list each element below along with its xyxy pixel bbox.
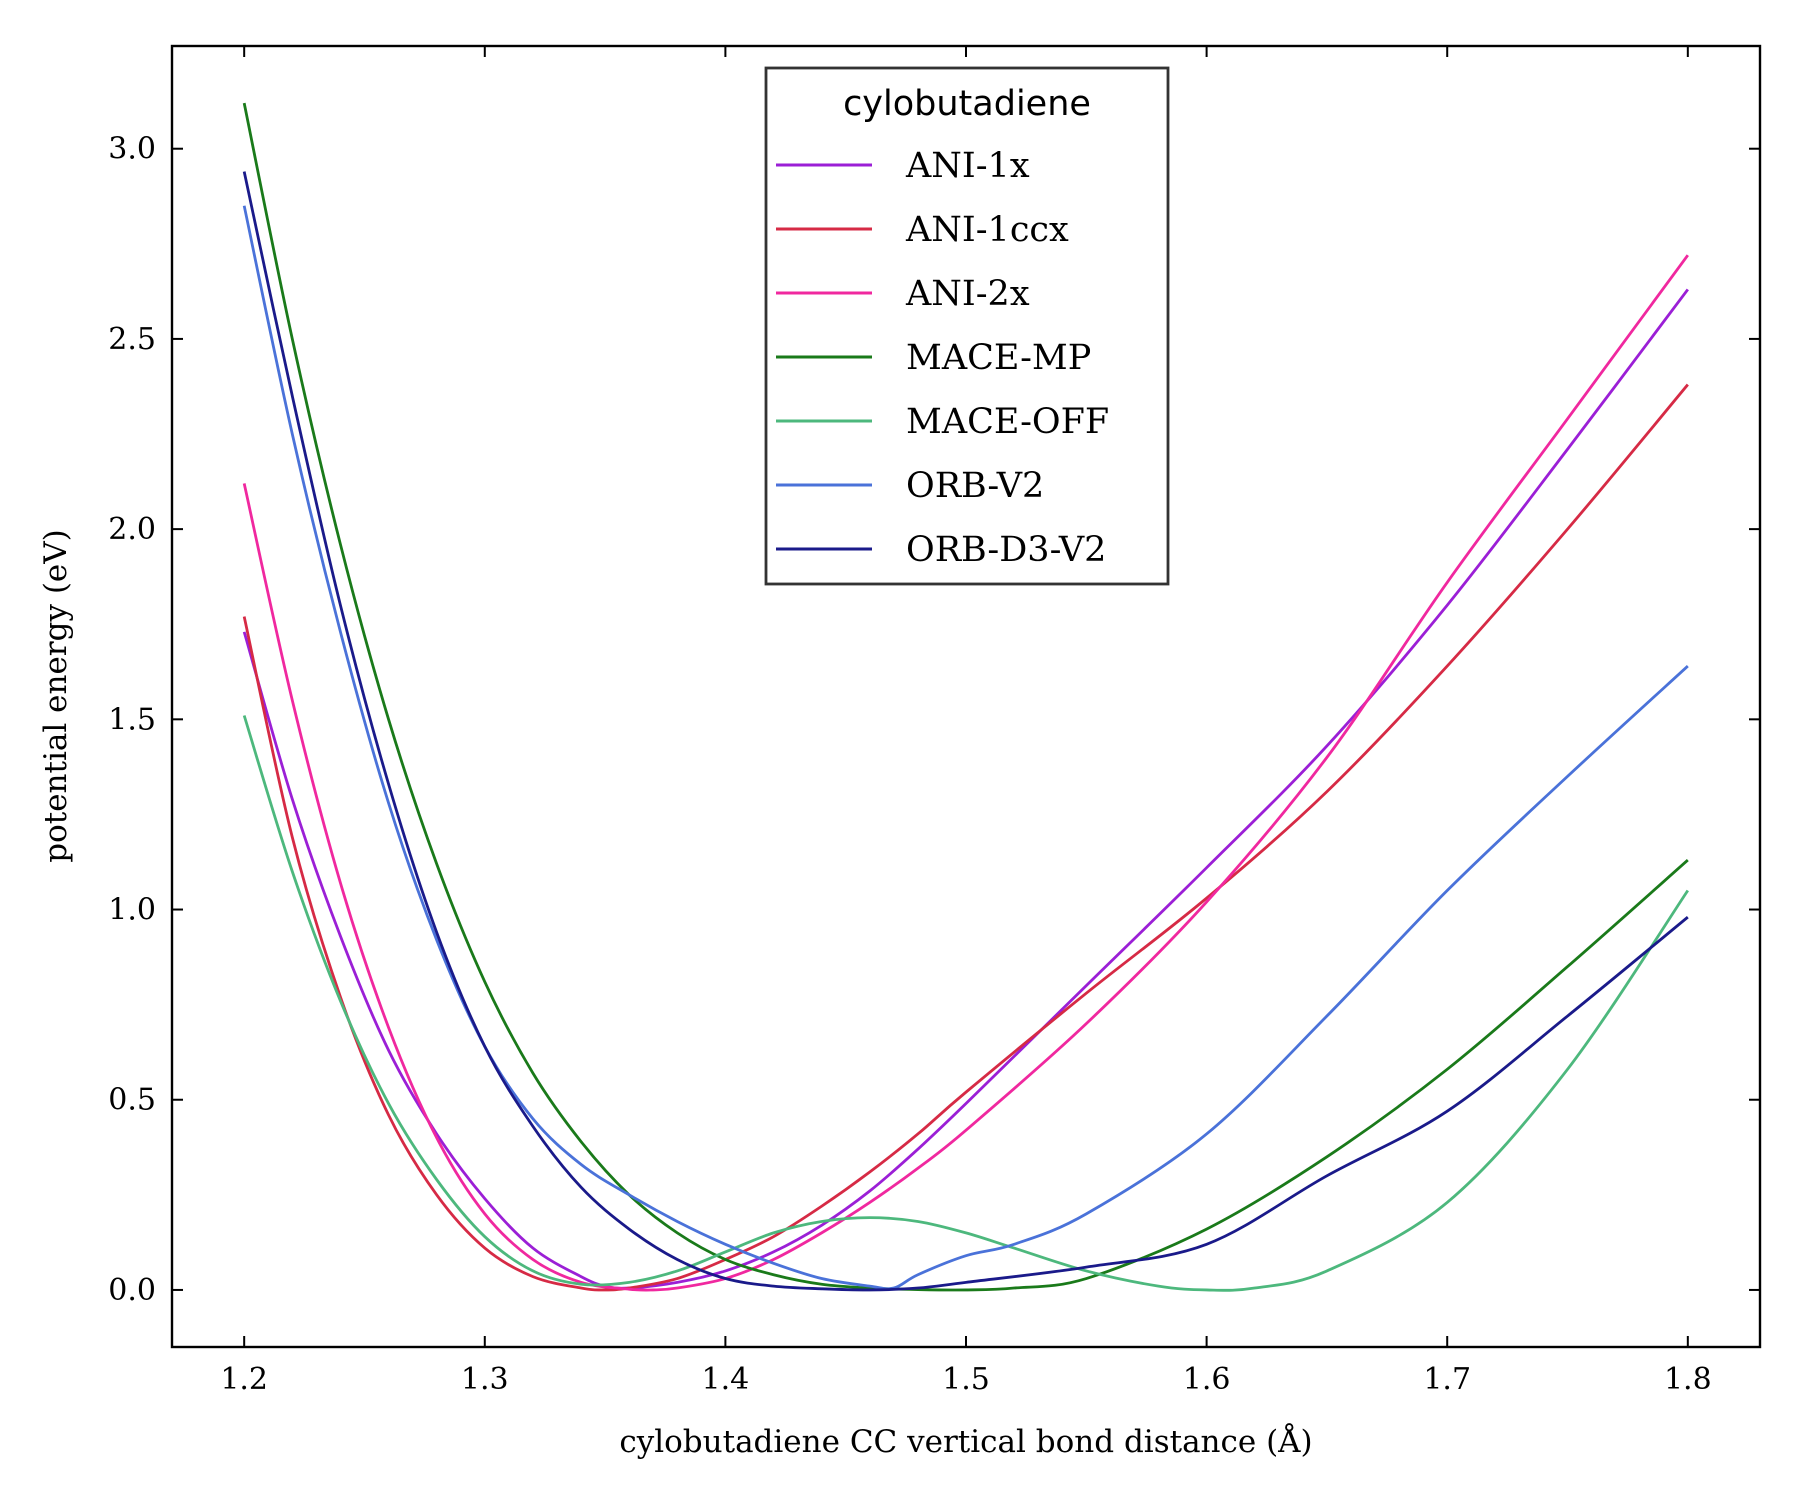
y-tick-label: 0.0: [108, 1273, 156, 1308]
series-line-orb-v2: [242, 205, 1689, 1291]
legend-box: [764, 66, 1170, 586]
x-tick-label: 1.6: [1183, 1362, 1231, 1397]
y-tick-label: 2.5: [108, 322, 156, 357]
ticks-layer: 1.2 1.3 1.4 1.5 1.6 1.7 1.8 0.0 0.5 1.0 1.5 2.0 2.5 3…: [108, 46, 1760, 1397]
legend-label-ani-2x: ANI-2x: [905, 274, 1030, 314]
y-tick-label: 2.0: [108, 512, 156, 547]
x-axis-label: cylobutadiene CC vertical bond distance …: [619, 1422, 1312, 1460]
series-line-mace-mp: [242, 102, 1689, 1292]
x-tick-label: 1.8: [1664, 1362, 1712, 1397]
series-line-ani-2x: [242, 254, 1689, 1292]
legend-label-ani-1x: ANI-1x: [905, 146, 1030, 186]
legend: cylobutadiene ANI-1x ANI-1ccx ANI-2x MACE-M…: [764, 66, 1170, 586]
x-tick-label: 1.3: [461, 1362, 509, 1397]
x-tick-label: 1.7: [1423, 1362, 1471, 1397]
series-line-orb-d3-v2: [242, 171, 1689, 1292]
y-tick-label: 1.5: [108, 702, 156, 737]
x-tick-label: 1.5: [942, 1362, 990, 1397]
legend-label-ani-1ccx: ANI-1ccx: [905, 210, 1069, 250]
series-line-mace-off: [242, 715, 1689, 1292]
legend-label-mace-mp: MACE-MP: [906, 338, 1091, 378]
y-tick-label: 3.0: [108, 132, 156, 167]
y-tick-label: 0.5: [108, 1083, 156, 1118]
y-axis-label: potential energy (eV): [38, 529, 74, 863]
series-line-ani-1x: [242, 288, 1689, 1290]
legend-label-orb-v2: ORB-V2: [906, 466, 1044, 506]
series-layer: [242, 102, 1689, 1292]
legend-label-orb-d3-v2: ORB-D3-V2: [906, 530, 1106, 570]
series-line-ani-1ccx: [242, 383, 1689, 1292]
y-tick-label: 1.0: [108, 893, 156, 928]
legend-entries: ANI-1x ANI-1ccx ANI-2x MACE-MP MACE-OFF ORB-V…: [776, 146, 1109, 570]
legend-label-mace-off: MACE-OFF: [906, 402, 1109, 442]
x-tick-label: 1.2: [220, 1362, 268, 1397]
x-tick-label: 1.4: [702, 1362, 750, 1397]
legend-title: cylobutadiene: [843, 84, 1091, 124]
